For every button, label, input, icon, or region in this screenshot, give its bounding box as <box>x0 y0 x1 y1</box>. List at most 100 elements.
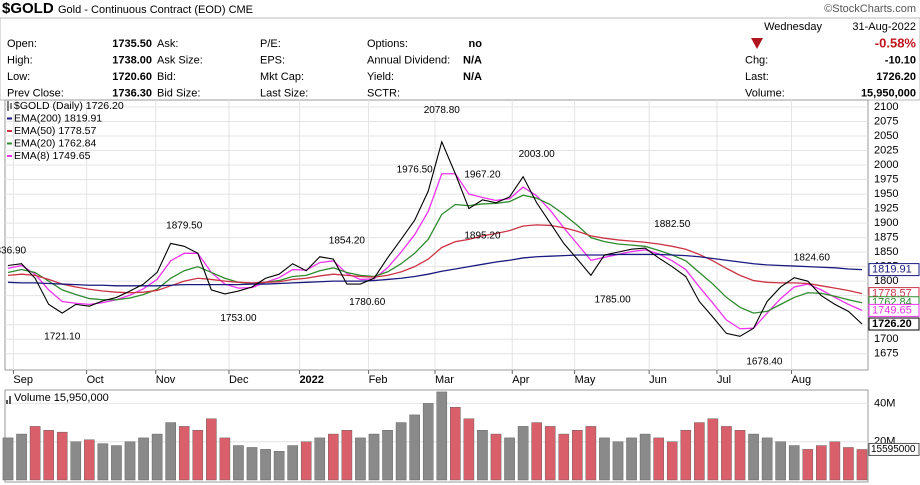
volume-bar <box>16 433 27 481</box>
volume-bar <box>2 437 14 481</box>
x-tick-label: Feb <box>369 374 388 386</box>
volume-bar <box>639 433 651 481</box>
legend-label: EMA(50) 1778.57 <box>14 125 96 137</box>
volume-bar <box>680 430 692 481</box>
quote-value: N/A <box>463 71 482 83</box>
price-annotation: 1785.00 <box>594 295 631 306</box>
volume-bar <box>219 437 231 481</box>
y-tick-label: 1675 <box>874 348 898 360</box>
volume-bar <box>626 437 637 481</box>
volume-bar <box>748 433 759 481</box>
volume-bar <box>843 447 854 481</box>
volume-bar <box>56 431 68 481</box>
last-value-box <box>868 263 920 277</box>
price-annotation: 1895.20 <box>464 231 501 242</box>
volume-bar <box>721 426 732 481</box>
x-tick-label: Aug <box>792 374 812 386</box>
volume-bar <box>97 443 109 481</box>
volume-bar <box>666 441 678 481</box>
volume-bar <box>734 430 746 481</box>
price-annotation: 1824.60 <box>794 253 831 264</box>
volume-bar <box>544 426 556 481</box>
subtitle: Gold - Continuous Contract (EOD) CME <box>58 4 253 16</box>
volume-bar <box>124 441 136 481</box>
price-annotation: 2003.00 <box>519 149 556 160</box>
volume-bar <box>138 437 149 481</box>
quote-value: no <box>469 38 483 50</box>
y-tick-label: 1925 <box>874 202 898 214</box>
price-annotation: 1678.40 <box>746 356 783 367</box>
volume-bar <box>409 414 420 481</box>
volume-bar <box>300 441 312 481</box>
price-panel <box>4 99 869 371</box>
volume-bar <box>382 430 393 481</box>
day: Wednesday <box>764 21 822 33</box>
price-annotation: 2078.80 <box>424 105 461 116</box>
last-volume-box <box>868 442 920 456</box>
volume-bar <box>436 391 448 481</box>
volume-bar <box>111 445 122 481</box>
y-tick-label: 2000 <box>874 159 898 171</box>
price-annotation: 1854.20 <box>329 235 366 246</box>
stat-label: Chg: <box>745 54 768 66</box>
x-tick-label: Oct <box>87 374 104 386</box>
last-value-label: 1726.20 <box>872 318 912 330</box>
x-tick-label: Apr <box>512 374 529 386</box>
volume-bar <box>775 441 786 481</box>
quote-label: Bid Size: <box>157 87 200 99</box>
volume-bar <box>816 445 827 481</box>
quote-label: Ask: <box>157 38 178 50</box>
volume-bar <box>273 451 285 481</box>
quote-value: 1736.30 <box>112 87 152 99</box>
volume-bar <box>599 437 610 481</box>
volume-bar <box>84 439 95 481</box>
volume-legend: Volume 15,950,000 <box>14 392 109 404</box>
y-tick-label: 40M <box>874 397 895 409</box>
volume-bar <box>517 426 529 481</box>
quote-value: 1735.50 <box>112 38 152 50</box>
quote-label: High: <box>7 54 33 66</box>
volume-bar <box>246 447 258 481</box>
stat-label: Last: <box>745 71 769 83</box>
y-tick-label: 1975 <box>874 173 898 185</box>
x-tick-label: Nov <box>156 374 176 386</box>
legend-label: EMA(8) 1749.65 <box>14 150 91 162</box>
quote-label: Annual Dividend: <box>367 54 450 66</box>
x-tick-label: May <box>575 374 596 386</box>
price-annotation: 1879.50 <box>166 221 203 232</box>
down-arrow <box>751 38 763 49</box>
last-value-label: 1819.91 <box>872 264 912 276</box>
price-annotation: 1976.50 <box>397 164 434 175</box>
y-tick-label: 1900 <box>874 217 898 229</box>
volume-bar <box>70 441 82 481</box>
volume-bar <box>29 426 41 481</box>
quote-label: Last Size: <box>260 87 308 99</box>
stat-value: -10.10 <box>885 54 916 66</box>
quote-label: Bid: <box>157 71 176 83</box>
volume-bar <box>260 449 271 481</box>
y-tick-label: 2025 <box>874 144 898 156</box>
y-tick-label: 1875 <box>874 232 898 244</box>
x-tick-label: Sep <box>13 374 33 386</box>
price-annotation: 1967.20 <box>464 170 501 181</box>
quote-label: Ask Size: <box>157 54 203 66</box>
price-annotation: 1753.00 <box>220 313 257 324</box>
quote-value: 1738.00 <box>112 54 152 66</box>
volume-bar <box>707 418 719 481</box>
volume-bar <box>829 441 841 481</box>
volume-bar <box>450 407 461 481</box>
y-tick-label: 2075 <box>874 115 898 127</box>
volume-bar <box>585 426 597 481</box>
change-pct: -0.58% <box>875 35 917 50</box>
x-tick-label: Dec <box>229 374 249 386</box>
volume-bar <box>178 426 190 481</box>
volume-bar <box>368 433 380 481</box>
y-tick-label: 2050 <box>874 130 898 142</box>
price-annotation: 1882.50 <box>654 219 691 230</box>
y-tick-label: 1850 <box>874 246 898 258</box>
y-tick-label: 1700 <box>874 333 898 345</box>
legend-label: $GOLD (Daily) 1726.20 <box>14 100 124 112</box>
volume-bar <box>422 403 434 481</box>
volume-bar <box>43 430 54 481</box>
